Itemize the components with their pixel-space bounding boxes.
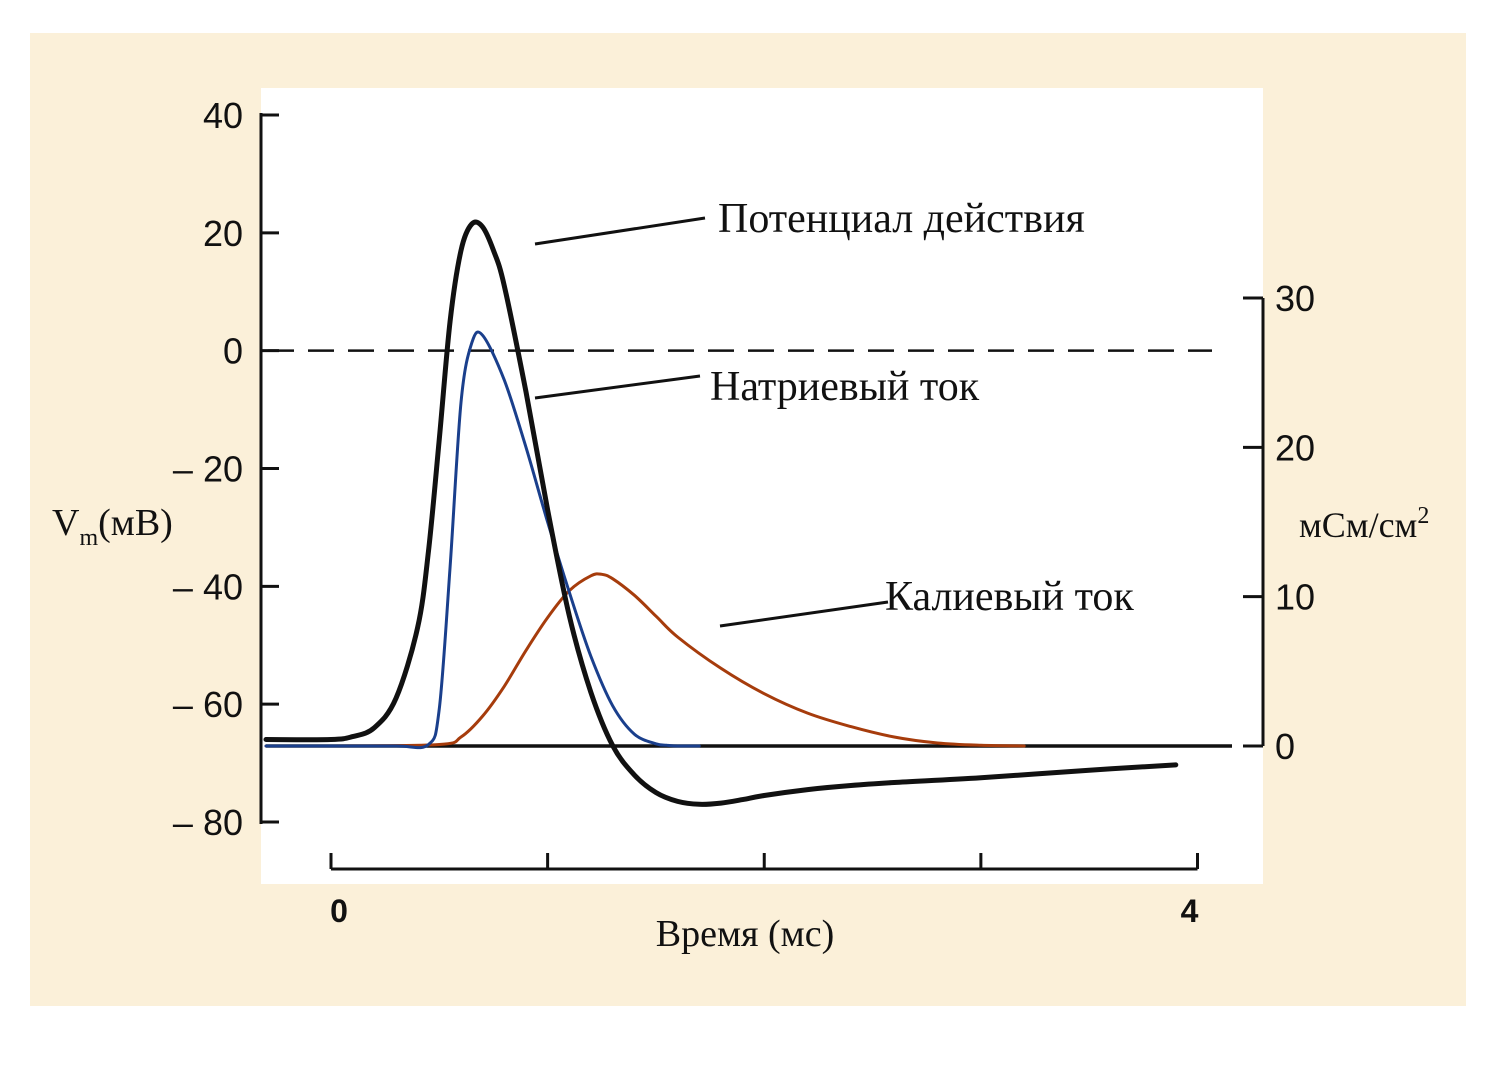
- y-axis-right-label: мСм/см2: [1299, 503, 1429, 545]
- potassium-current-annotation: Калиевый ток: [885, 574, 1134, 620]
- y-left-tick-label-5: – 60: [173, 684, 243, 725]
- sodium-current-annotation-leader: [534, 374, 701, 400]
- y-right-tick-label-3: 0: [1275, 726, 1295, 767]
- y-right-tick-label-1: 20: [1275, 427, 1315, 468]
- y-right-tick-label-0: 30: [1275, 278, 1315, 319]
- plot-area: [261, 88, 1263, 884]
- y-left-tick-label-1: 20: [203, 213, 243, 254]
- action-potential-line: [263, 219, 1179, 807]
- action-potential-annotation: Потенциал действия: [718, 196, 1085, 242]
- y-left-tick-label-2: 0: [223, 331, 243, 372]
- x-tick-label-1: 4: [1181, 893, 1199, 929]
- sodium-current-line: [264, 330, 701, 750]
- y-left-tick-label-0: 40: [203, 95, 243, 136]
- series-layer: [263, 219, 1179, 807]
- axes: 40 20 0 – 20 – 40 – 60 – 80 30 20 10 0 0 4: [173, 95, 1315, 929]
- y-left-tick-label-4: – 40: [173, 566, 243, 607]
- x-tick-label-0: 0: [330, 893, 348, 929]
- y-left-tick-label-3: – 20: [173, 449, 243, 490]
- x-axis-label: Время (мс): [656, 913, 834, 955]
- y-axis-left-label: Vm(мВ): [52, 502, 173, 551]
- sodium-current-annotation: Натриевый ток: [710, 364, 980, 410]
- y-left-tick-label-6: – 80: [173, 802, 243, 843]
- y-right-tick-label-2: 10: [1275, 577, 1315, 618]
- action-potential-annotation-leader: [534, 216, 706, 246]
- potassium-current-annotation-leader: [719, 600, 889, 628]
- annotations: Потенциал действия Натриевый ток Калиевый …: [534, 196, 1134, 628]
- potassium-current-line: [264, 572, 1026, 748]
